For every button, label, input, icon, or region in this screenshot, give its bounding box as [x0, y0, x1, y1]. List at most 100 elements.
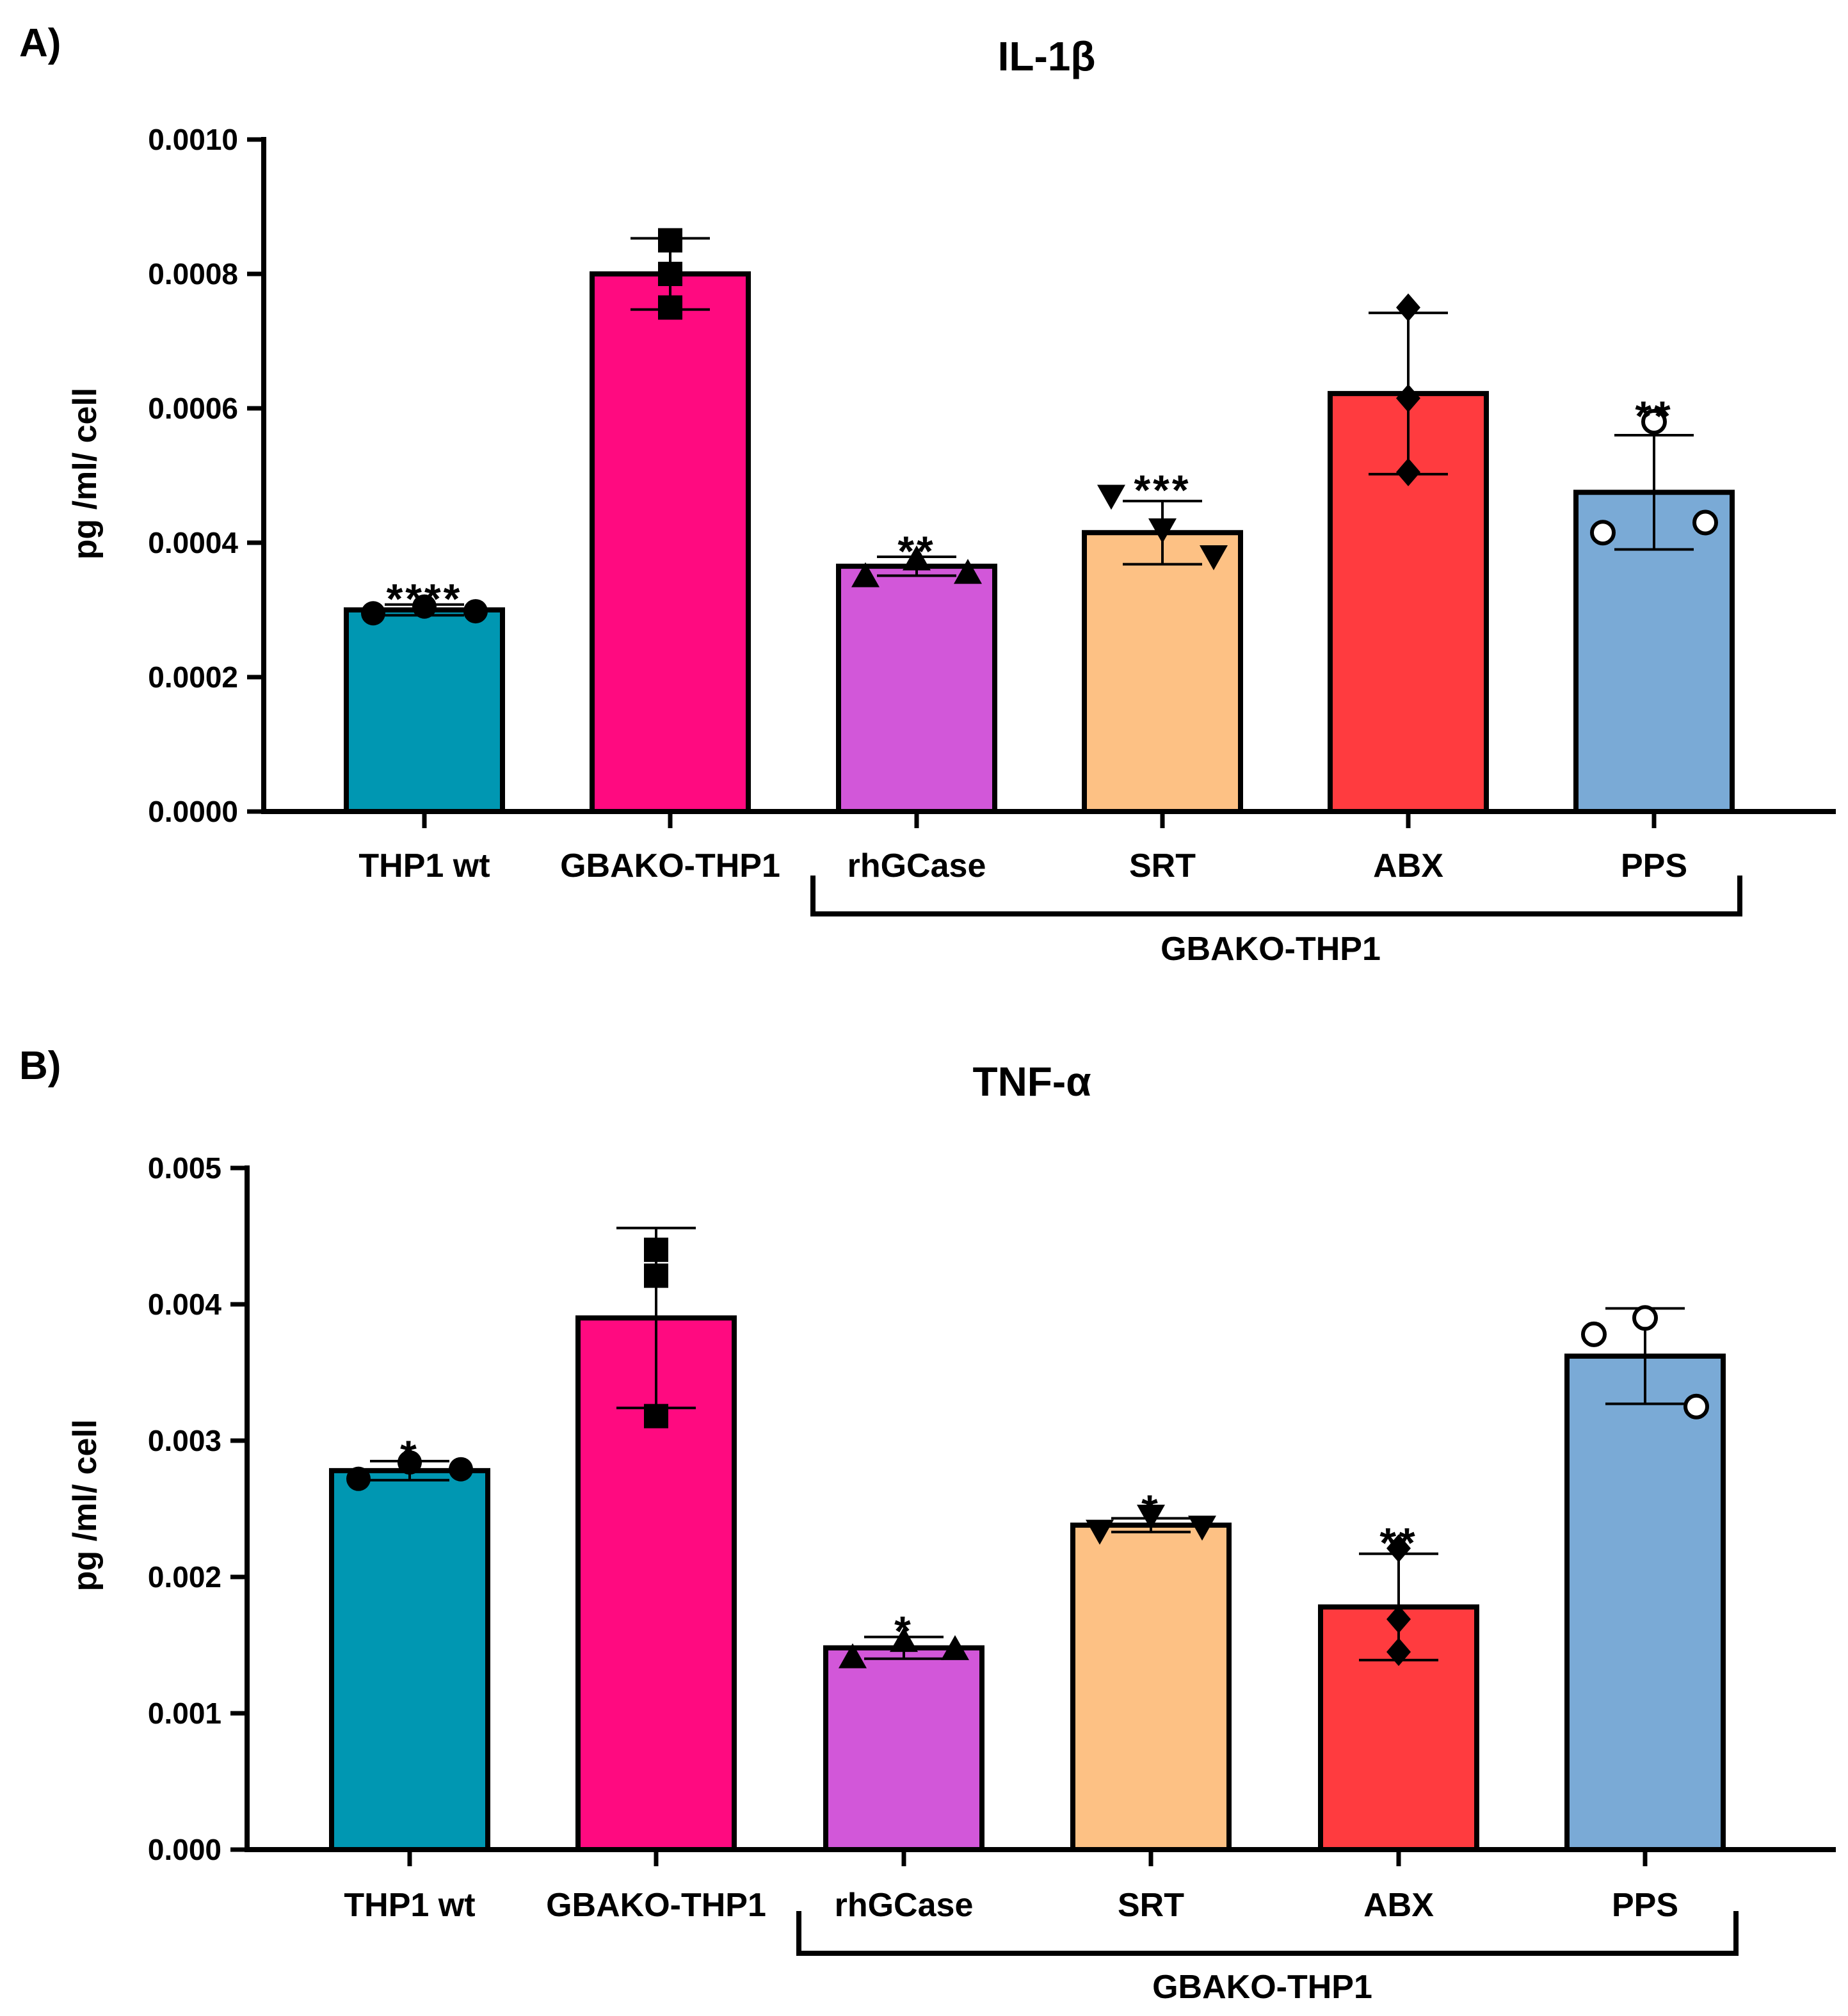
- data-point-triangle-up: [903, 545, 931, 571]
- data-point-circle: [346, 1466, 371, 1491]
- y-tick-label: 0.003: [148, 1424, 221, 1457]
- error-bars: [385, 237, 1694, 617]
- x-tick-label: rhGCase: [848, 847, 986, 884]
- y-tick-label: 0.0000: [148, 795, 238, 828]
- data-point-diamond: [1386, 1605, 1411, 1634]
- x-tick-label: ABX: [1363, 1887, 1434, 1924]
- data-point-triangle-down: [1148, 518, 1177, 543]
- data-points: [346, 1237, 1709, 1668]
- chart-title: TNF-α: [972, 1059, 1091, 1105]
- y-tick-label: 0.0010: [148, 123, 238, 156]
- group-bracket: [810, 876, 1742, 916]
- data-point-square: [644, 1263, 668, 1288]
- panel-label: B): [19, 1044, 61, 1088]
- data-point-open-circle: [1581, 1321, 1607, 1347]
- data-points: [361, 228, 1718, 626]
- data-point-diamond: [1386, 1638, 1411, 1667]
- significance-label: ***: [1134, 467, 1191, 514]
- x-tick-label: GBAKO-THP1: [546, 1887, 766, 1924]
- bar-thp1-wt: [344, 607, 505, 814]
- data-point-diamond: [1396, 293, 1420, 322]
- bar-gbako-thp1: [590, 271, 751, 814]
- bar-rhgcase: [823, 1645, 984, 1852]
- data-point-circle: [412, 594, 437, 619]
- x-tick-label: rhGCase: [835, 1887, 974, 1924]
- x-axis-labels: THP1 wt GBAKO-THP1 rhGCase SRT ABX PPS: [358, 847, 1687, 884]
- data-point-triangle-up: [851, 562, 880, 588]
- data-point-open-circle: [1632, 1305, 1658, 1331]
- bars: [344, 271, 1735, 814]
- y-tick-label: 0.0004: [148, 526, 238, 559]
- data-point-triangle-down: [1137, 1505, 1165, 1530]
- bars: [329, 1315, 1726, 1853]
- significance-label: **: [897, 527, 935, 575]
- significance-labels: *****: [400, 1432, 1417, 1655]
- x-axis-labels: THP1 wt GBAKO-THP1 rhGCase SRT ABX PPS: [344, 1887, 1678, 1924]
- significance-label: **: [1379, 1519, 1417, 1566]
- chart-title: IL-1β: [998, 33, 1096, 79]
- axes: [245, 1165, 1836, 1866]
- data-point-diamond: [1396, 384, 1420, 413]
- data-point-diamond: [1386, 1534, 1411, 1563]
- data-point-triangle-up: [890, 1627, 918, 1652]
- data-point-triangle-up: [941, 1635, 969, 1660]
- data-point-open-circle: [1692, 509, 1718, 536]
- data-point-square: [658, 295, 682, 320]
- data-point-square: [658, 262, 682, 286]
- y-tick-label: 0.0008: [148, 257, 238, 291]
- data-point-open-circle: [1641, 409, 1667, 435]
- y-tick-label: 0.0006: [148, 392, 238, 425]
- data-point-circle: [398, 1450, 422, 1475]
- y-tick-label: 0.001: [148, 1697, 221, 1730]
- data-point-triangle-up: [839, 1643, 867, 1668]
- significance-label: *: [1141, 1486, 1161, 1533]
- data-point-circle: [449, 1457, 473, 1482]
- data-point-diamond: [1396, 458, 1420, 486]
- y-axis-ticks: 0.000 0.001 0.002 0.003 0.004 0.005: [148, 1151, 247, 1866]
- data-point-circle: [361, 601, 385, 626]
- significance-label: *: [894, 1608, 913, 1655]
- bar-pps: [1564, 1353, 1726, 1852]
- x-tick-label: PPS: [1612, 1887, 1678, 1924]
- significance-label: ****: [387, 575, 463, 623]
- significance-labels: ***********: [387, 392, 1673, 623]
- group-bracket-label: GBAKO-THP1: [1152, 1969, 1372, 2006]
- bar-thp1-wt: [329, 1468, 490, 1853]
- x-tick-label: SRT: [1118, 1887, 1184, 1924]
- data-point-circle: [463, 599, 488, 624]
- x-tick-label: ABX: [1373, 847, 1443, 884]
- y-axis-label: pg /ml/ cell: [67, 1420, 104, 1592]
- y-tick-label: 0.0002: [148, 660, 238, 694]
- x-tick-label: GBAKO-THP1: [560, 847, 780, 884]
- data-point-square: [658, 228, 682, 253]
- y-tick-label: 0.004: [148, 1288, 222, 1321]
- bar-srt: [1082, 530, 1243, 814]
- y-tick-label: 0.005: [148, 1151, 221, 1185]
- bar-srt: [1070, 1523, 1232, 1853]
- data-point-square: [644, 1237, 668, 1262]
- group-bracket-line: [810, 876, 1742, 916]
- data-point-triangle-down: [1086, 1519, 1114, 1545]
- x-tick-label: THP1 wt: [358, 847, 490, 884]
- x-tick-label: THP1 wt: [344, 1887, 475, 1924]
- x-tick-label: SRT: [1129, 847, 1196, 884]
- data-point-triangle-down: [1188, 1516, 1216, 1541]
- y-axis-label: pg /ml/ cell: [67, 388, 104, 560]
- y-tick-label: 0.000: [148, 1833, 221, 1866]
- panel-a: A) IL-1β pg /ml/ cell 0.0000 0.0002 0.0004…: [19, 21, 1836, 968]
- group-bracket-line: [796, 1911, 1739, 1956]
- data-point-triangle-down: [1097, 484, 1125, 510]
- data-point-triangle-down: [1200, 545, 1228, 570]
- group-bracket: [796, 1911, 1739, 1956]
- group-bracket-label: GBAKO-THP1: [1161, 931, 1381, 968]
- x-tick-label: PPS: [1621, 847, 1687, 884]
- y-axis-ticks: 0.0000 0.0002 0.0004 0.0006 0.0008 0.0010: [148, 123, 264, 828]
- bar-rhgcase: [836, 563, 997, 814]
- y-tick-label: 0.002: [148, 1560, 221, 1594]
- data-point-square: [644, 1404, 668, 1428]
- axes: [261, 137, 1836, 828]
- significance-label: **: [1635, 392, 1673, 440]
- panel-label: A): [19, 21, 61, 65]
- data-point-open-circle: [1590, 520, 1616, 546]
